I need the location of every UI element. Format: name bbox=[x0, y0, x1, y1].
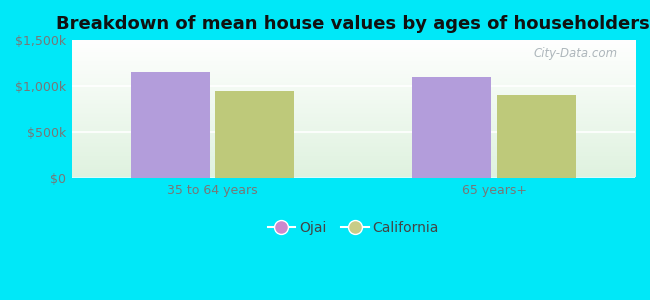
Bar bbox=[131, 72, 210, 178]
Legend: Ojai, California: Ojai, California bbox=[262, 215, 445, 241]
Bar bbox=[215, 91, 294, 178]
Text: City-Data.com: City-Data.com bbox=[534, 47, 618, 60]
Title: Breakdown of mean house values by ages of householders: Breakdown of mean house values by ages o… bbox=[57, 15, 650, 33]
Bar bbox=[497, 95, 576, 178]
Bar bbox=[413, 77, 491, 178]
